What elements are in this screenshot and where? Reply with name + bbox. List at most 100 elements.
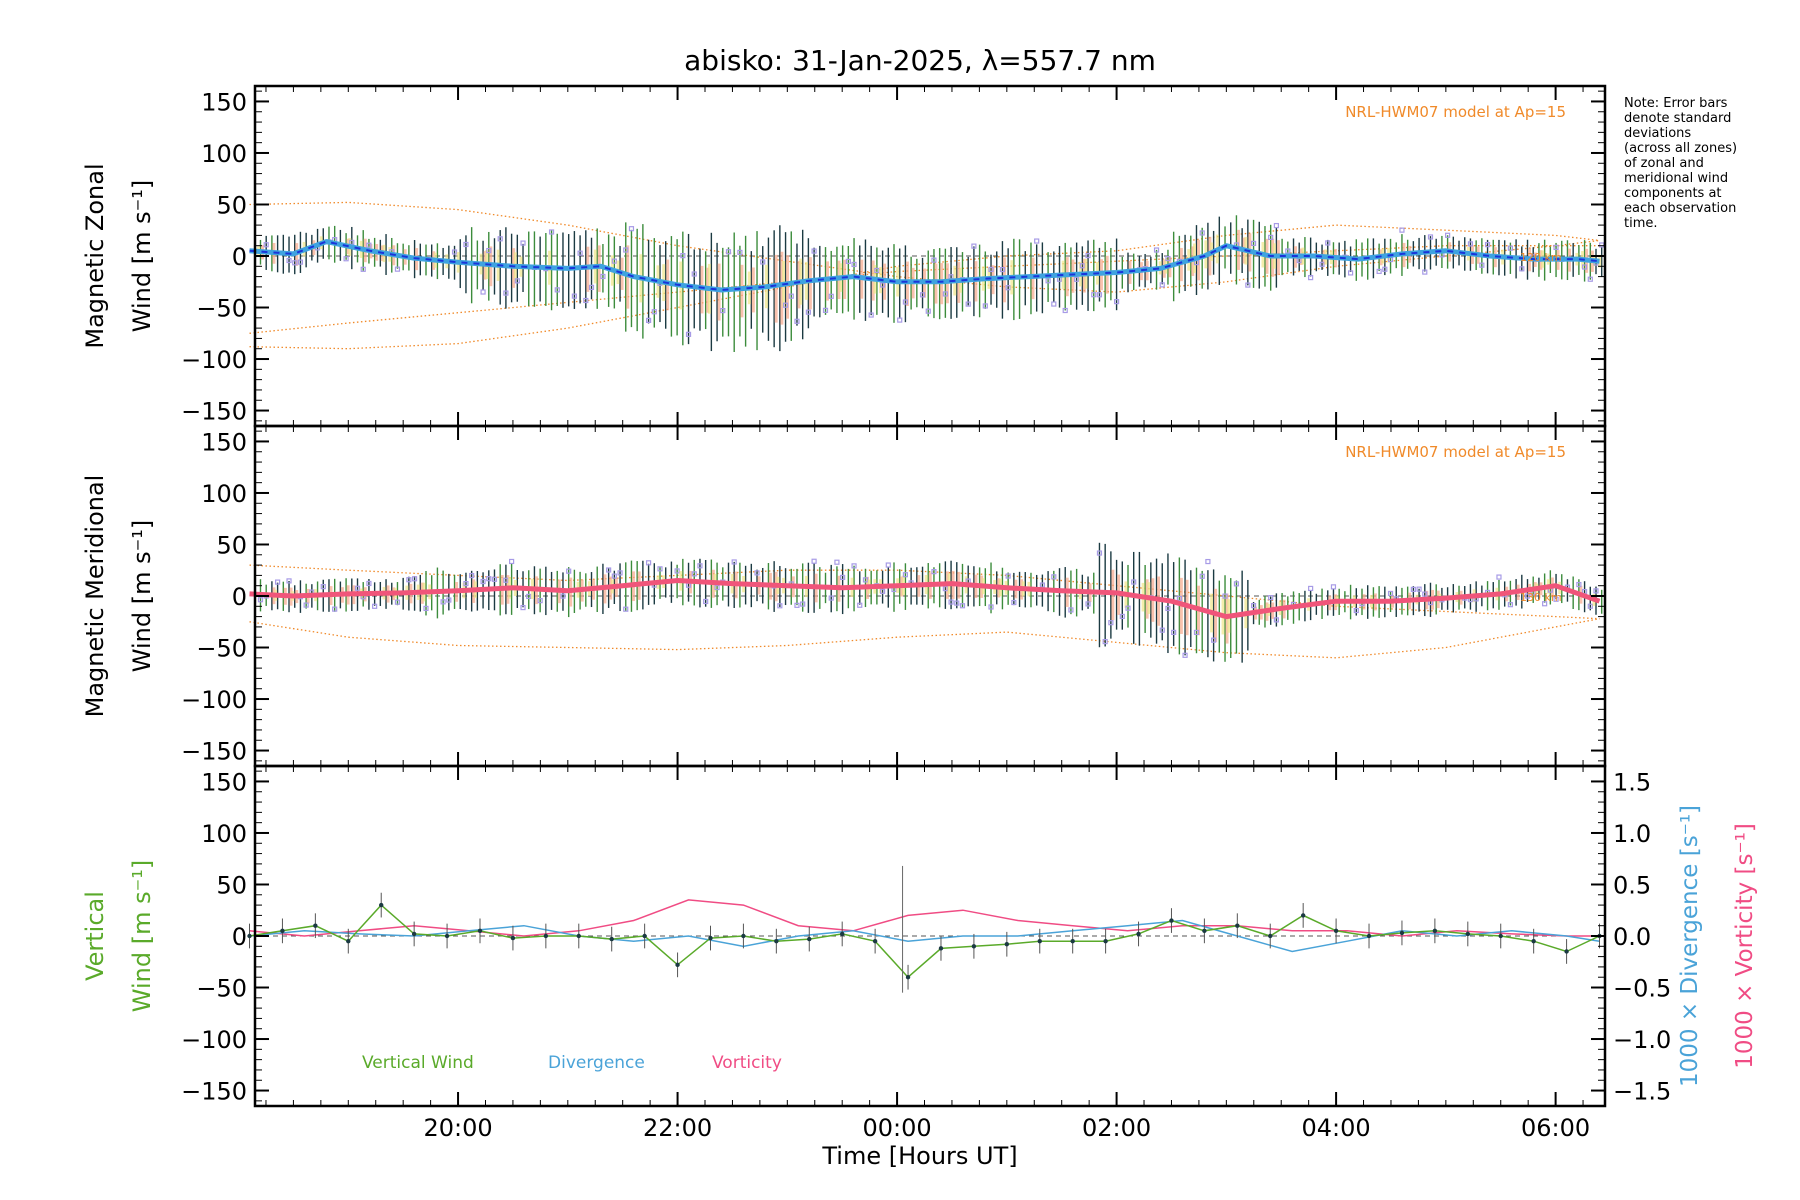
zone-sample: [320, 584, 326, 590]
zone-sample: [263, 242, 269, 248]
zone-sample: [1011, 599, 1017, 606]
zone-sample: [600, 273, 606, 280]
y-title-line2: Wind [m s⁻¹]: [128, 860, 156, 1012]
vertical-wind-point: [444, 933, 450, 939]
zone-sample: [451, 249, 458, 255]
zone-sample: [731, 559, 737, 565]
zone-sample: [1165, 255, 1171, 262]
note-line: deviations: [1624, 126, 1692, 141]
zone-sample: [491, 576, 498, 582]
vertical-wind-point: [1300, 913, 1306, 918]
zone-sample: [754, 570, 760, 576]
vertical-wind-point: [872, 938, 878, 944]
zone-sample: [1553, 596, 1559, 602]
zone-sample: [1074, 276, 1080, 282]
zone-sample: [1096, 550, 1103, 556]
y-title-line1: Magnetic Meridional: [81, 475, 109, 718]
zone-sample: [1382, 266, 1388, 272]
vertical-wind-point: [971, 944, 977, 949]
y-tick-label: 100: [201, 140, 247, 168]
y-tick-label: 50: [216, 871, 247, 899]
y-tick-label: −50: [196, 975, 247, 1003]
zone-sample: [1125, 605, 1131, 611]
vertical-wind-point: [741, 933, 746, 939]
zone-sample: [1319, 261, 1325, 267]
vertical-wind-point: [411, 931, 417, 937]
zone-sample: [1068, 607, 1074, 613]
zone-sample: [617, 570, 623, 576]
zone-sample: [292, 260, 298, 266]
model-curve: [249, 245, 1600, 334]
zone-sample: [1182, 652, 1188, 658]
zone-sample: [1376, 268, 1382, 275]
y-tick-label: −150: [181, 1078, 247, 1106]
zone-sample: [1553, 244, 1559, 251]
zone-sample: [1524, 593, 1531, 599]
zone-sample: [868, 312, 874, 318]
zone-sample: [902, 299, 909, 305]
vertical-wind-point: [1169, 918, 1174, 923]
zone-sample: [275, 579, 281, 585]
zone-sample: [851, 261, 857, 268]
zone-sample: [720, 307, 726, 314]
zone-sample: [1519, 266, 1525, 272]
panel-meridional: NRL-HWM07 model at Ap=15 130 km 150 100 50 0 −…: [81, 424, 1607, 768]
zone-sample: [794, 318, 800, 324]
zone-sample: [971, 243, 977, 249]
panel-zonal: NRL-HWM07 model at Ap=15 120 km 150 100 50 0 −…: [81, 84, 1607, 428]
zone-sample: [1051, 301, 1057, 307]
vertical-wind-point: [774, 938, 779, 944]
zone-sample: [526, 593, 532, 600]
vertical-wind-point: [807, 936, 812, 942]
zone-sample: [1330, 584, 1337, 590]
y2-title-vorticity: 1000 × Vorticity [s⁻¹]: [1732, 823, 1758, 1069]
note-line: each observation: [1624, 201, 1737, 216]
zone-sample: [902, 572, 909, 578]
zone-sample: [1034, 238, 1040, 244]
x-tick-label: 02:00: [1082, 1114, 1151, 1142]
zone-sample: [691, 571, 697, 577]
y-tick-label: 100: [201, 480, 247, 508]
vertical-wind-point: [1268, 933, 1273, 939]
zone-sample: [851, 563, 857, 569]
zone-sample: [800, 601, 806, 607]
zone-sample: [343, 256, 349, 262]
zone-sample: [1159, 282, 1165, 288]
zone-sample: [480, 289, 486, 295]
zone-sample: [1308, 275, 1314, 281]
zone-sample: [1542, 601, 1548, 607]
zone-sample: [954, 600, 960, 606]
vertical-wind-point: [609, 936, 614, 942]
vertical-wind-point: [1399, 930, 1405, 936]
zone-sample: [1496, 574, 1502, 580]
y2-title-divergence: 1000 × Divergence [s⁻¹]: [1677, 805, 1703, 1087]
vertical-wind-point: [642, 933, 647, 939]
zone-sample: [423, 605, 429, 612]
x-tick-label: 22:00: [643, 1114, 712, 1142]
vertical-wind-point: [1498, 933, 1503, 939]
y2-tick-label: 0.5: [1613, 871, 1651, 899]
series-line: [249, 239, 1600, 293]
zone-sample: [1131, 579, 1137, 585]
zone-sample: [611, 573, 617, 579]
zone-sample: [1211, 637, 1217, 643]
vertical-wind-point: [280, 928, 285, 934]
zone-sample: [1250, 240, 1257, 247]
zone-sample: [1051, 574, 1057, 580]
zone-sample: [509, 558, 515, 565]
zone-sample: [1422, 269, 1428, 275]
zone-sample: [1045, 278, 1051, 284]
model-height-label: 130 km: [1520, 591, 1562, 604]
vertical-wind-point: [708, 935, 713, 941]
vertical-wind-point: [1202, 928, 1207, 934]
model-label: NRL-HWM07 model at Ap=15: [1345, 103, 1566, 121]
y2-tick-label: −1.5: [1613, 1078, 1671, 1106]
zone-sample: [879, 282, 886, 288]
zone-sample: [1416, 586, 1422, 592]
panel-vertical: Vertical Wind Divergence Vorticity 1.5 1.0 0.…: [81, 764, 1758, 1108]
x-tick-label: 00:00: [862, 1114, 931, 1142]
y-title-line2: Wind [m s⁻¹]: [128, 520, 156, 672]
vertical-wind-point: [1235, 923, 1240, 928]
zone-sample: [674, 568, 680, 574]
